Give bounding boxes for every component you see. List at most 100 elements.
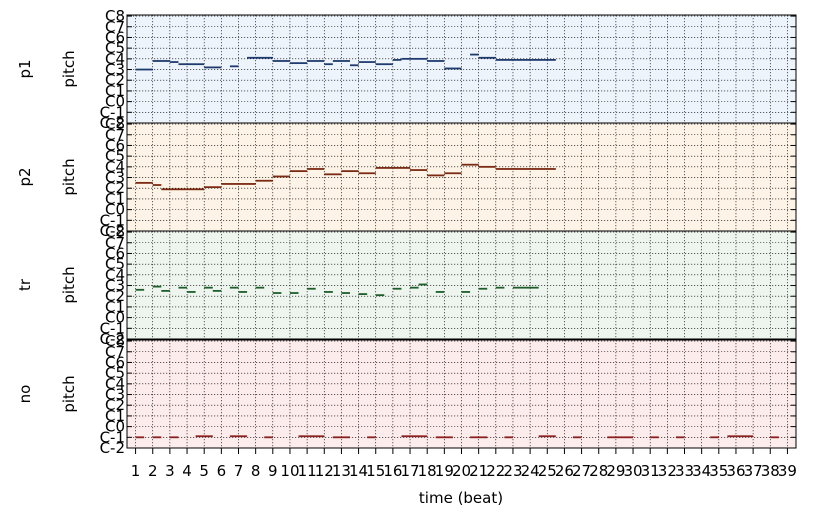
x-tick-label: 19 (435, 462, 454, 480)
y-tick-label: C2 (105, 396, 125, 414)
note (161, 188, 205, 191)
x-tick-label: 15 (366, 462, 385, 480)
x-tick-label: 35 (709, 462, 728, 480)
note (324, 63, 333, 66)
note (135, 288, 145, 291)
x-tick-label: 32 (658, 462, 677, 480)
note (573, 436, 582, 439)
y-tick-label: C-2 (100, 114, 125, 132)
x-tick-label: 38 (761, 462, 780, 480)
note (152, 436, 162, 439)
x-tick-label: 31 (641, 462, 660, 480)
x-tick-label: 14 (349, 462, 368, 480)
note (410, 286, 419, 289)
y-tick-label: C5 (105, 364, 125, 382)
x-axis-label: time (beat) (419, 489, 503, 507)
y-axis-label: pitch (60, 158, 78, 195)
note (478, 56, 496, 59)
x-axis-ticks: 1 2 3 4 5 6 7 8 9 1011121314151617181920212223242… (131, 448, 797, 480)
x-tick-label: 25 (538, 462, 557, 480)
y-tick-label: C-1 (100, 211, 125, 229)
y-tick-label: C-1 (100, 428, 125, 446)
note (264, 436, 273, 439)
note (221, 183, 256, 185)
note (187, 291, 196, 293)
note (332, 436, 350, 439)
note (675, 436, 685, 439)
note (247, 56, 273, 59)
x-tick-label: 9 (268, 462, 278, 480)
y-tick-label: C6 (105, 244, 125, 262)
note (401, 435, 428, 438)
note (495, 59, 556, 61)
x-tick-label: 12 (315, 462, 334, 480)
y-tick-label: C2 (105, 287, 125, 305)
note (375, 294, 385, 297)
note (178, 286, 188, 289)
track-name-tr: tr (16, 278, 34, 291)
note (324, 173, 342, 176)
y-axis-label: pitch (60, 375, 78, 412)
note (289, 62, 308, 65)
note (358, 172, 376, 175)
x-tick-label: 36 (726, 462, 745, 480)
y-tick-label: C4 (105, 375, 125, 393)
track-name-no: no (16, 385, 34, 404)
note (401, 57, 428, 60)
note (272, 292, 282, 294)
y-tick-label: C2 (105, 179, 125, 197)
x-tick-label: 5 (199, 462, 209, 480)
note (461, 291, 471, 293)
y-tick-label: C7 (105, 343, 125, 361)
y-tick-label: C8 (105, 115, 125, 133)
y-tick-label: C0 (105, 201, 125, 219)
x-tick-label: 28 (589, 462, 608, 480)
x-tick-label: 3 (165, 462, 175, 480)
note (770, 436, 779, 439)
y-tick-label: C4 (105, 266, 125, 284)
x-tick-label: 26 (555, 462, 574, 480)
y-tick-label: C6 (105, 28, 125, 46)
note (169, 61, 179, 63)
y-tick-label: C6 (105, 353, 125, 371)
note (229, 65, 239, 68)
note (324, 291, 333, 293)
x-tick-label: 8 (251, 462, 261, 480)
y-tick-label: C7 (105, 126, 125, 144)
y-tick-label: C0 (105, 309, 125, 327)
note (204, 66, 222, 69)
y-tick-label: C8 (105, 332, 125, 350)
note (238, 291, 248, 293)
y-tick-label: C7 (105, 234, 125, 252)
note (650, 436, 659, 439)
note (307, 60, 325, 62)
x-tick-label: 6 (217, 462, 227, 480)
note (427, 174, 445, 177)
note (410, 169, 428, 171)
x-tick-label: 2 (148, 462, 158, 480)
note (212, 289, 222, 292)
note (427, 60, 445, 62)
y-tick-label: C1 (105, 407, 125, 425)
note (444, 172, 462, 175)
x-tick-label: 21 (469, 462, 488, 480)
note (435, 436, 453, 439)
x-tick-label: 1 (131, 462, 141, 480)
x-tick-label: 16 (383, 462, 402, 480)
note (358, 293, 368, 295)
x-tick-label: 18 (418, 462, 437, 480)
x-tick-label: 13 (332, 462, 351, 480)
note (255, 179, 273, 182)
x-tick-label: 11 (298, 462, 317, 480)
note (444, 67, 462, 70)
note (710, 436, 719, 439)
y-tick-label: C0 (105, 418, 125, 436)
y-tick-label: C7 (105, 18, 125, 36)
note (152, 60, 170, 62)
note (478, 287, 488, 290)
note (272, 175, 290, 178)
y-tick-label: C-2 (100, 222, 125, 240)
